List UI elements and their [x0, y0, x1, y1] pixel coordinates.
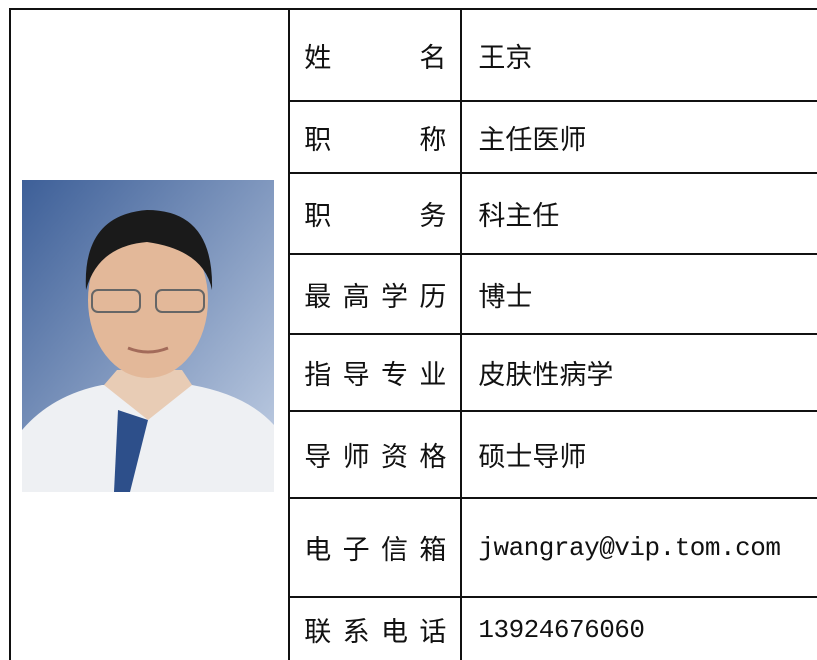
label-cell: 职称 [288, 100, 463, 174]
table-row: 导师资格 硕士导师 [10, 410, 817, 499]
label-cell: 指导专业 [288, 333, 463, 412]
label-text: 指导专业 [304, 360, 447, 390]
label-text: 联系电话 [304, 617, 447, 647]
value-cell: 主任医师 [460, 100, 817, 174]
label-cell: 职务 [288, 172, 463, 255]
value-cell: 王京 [460, 8, 817, 102]
label-text: 电子信箱 [304, 535, 447, 565]
label-cell: 姓名 [288, 8, 463, 102]
table-row: 电子信箱 jwangray@vip.tom.com [10, 497, 817, 598]
label-cell: 联系电话 [288, 596, 463, 660]
label-cell: 电子信箱 [288, 497, 463, 598]
photo-cell [8, 8, 291, 660]
value-cell: 13924676060 [460, 596, 817, 660]
value-cell: 皮肤性病学 [460, 333, 817, 412]
value-cell: 硕士导师 [460, 410, 817, 499]
table-row: 最高学历 博士 [10, 253, 817, 335]
label-text: 最高学历 [304, 281, 447, 312]
table-row: 职务 科主任 [10, 172, 817, 255]
label-text: 职务 [304, 201, 447, 231]
value-cell: jwangray@vip.tom.com [460, 497, 817, 598]
table-row: 职称 主任医师 [10, 100, 817, 174]
label-text: 职称 [304, 124, 447, 155]
table-row: 姓名 王京 [8, 8, 817, 660]
table-row: 指导专业 皮肤性病学 [10, 333, 817, 412]
label-cell: 最高学历 [288, 253, 463, 335]
table-body: 姓名 王京 职称 主任医师 职务 科主任 最高学历 博士 指导专业 皮肤性病学 导师资格 硕士导师 电子… [8, 8, 817, 660]
label-cell: 导师资格 [288, 410, 463, 499]
label-text: 导师资格 [304, 442, 447, 472]
label-text: 姓名 [304, 42, 447, 73]
value-cell: 科主任 [460, 172, 817, 255]
table-row: 联系电话 13924676060 [10, 596, 817, 660]
portrait-photo [22, 179, 274, 492]
profile-table: 姓名 王京 职称 主任医师 职务 科主任 最高学历 博士 指导专业 皮肤性病学 导师资格 硕士导师 电子… [8, 8, 817, 660]
value-cell: 博士 [460, 253, 817, 335]
